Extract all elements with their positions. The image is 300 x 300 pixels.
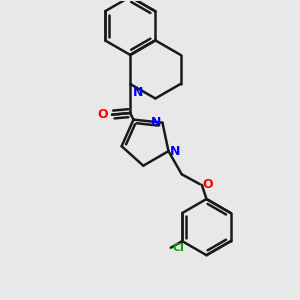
Text: O: O: [98, 108, 108, 121]
Text: O: O: [202, 178, 213, 191]
Text: N: N: [133, 85, 143, 99]
Text: Cl: Cl: [172, 243, 184, 253]
Text: N: N: [150, 116, 161, 129]
Text: N: N: [170, 145, 181, 158]
